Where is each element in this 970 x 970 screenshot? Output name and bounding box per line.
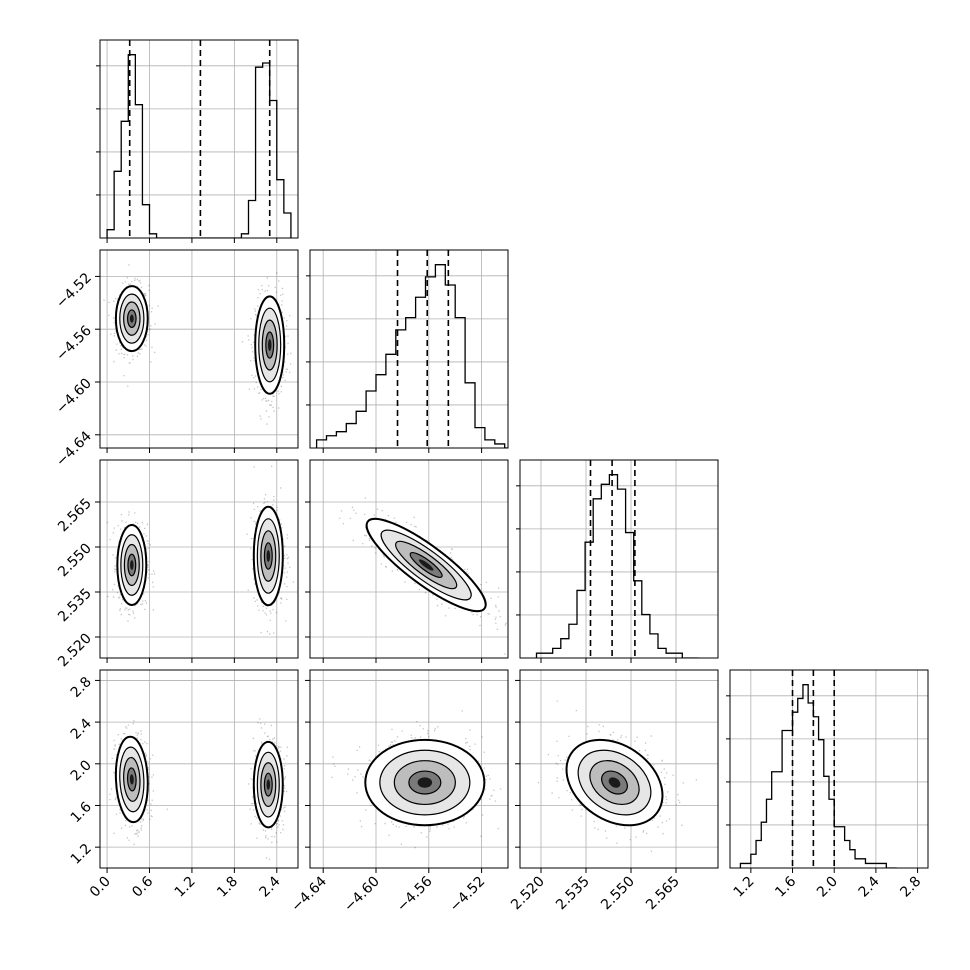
y-tick-label: 1.2 xyxy=(68,841,95,868)
density-panel-0-1 xyxy=(99,249,299,449)
density-content xyxy=(100,670,298,868)
y-tick-label: 2.550 xyxy=(55,541,95,581)
density-panel-2-3 xyxy=(519,669,719,869)
density-contour-4 xyxy=(608,777,621,788)
density-panel-0-3 xyxy=(99,669,299,869)
hist-frame-3 xyxy=(729,669,929,869)
histogram-3 xyxy=(739,684,897,868)
x-tick-label: 0.6 xyxy=(129,873,156,900)
x-tick-label: 1.8 xyxy=(214,874,241,901)
y-tick-label: 2.4 xyxy=(68,716,95,743)
y-tick-label: 2.8 xyxy=(68,674,95,701)
x-tick-label: 2.535 xyxy=(553,874,593,914)
x-tick-label: 2.8 xyxy=(897,874,924,901)
density-frame xyxy=(99,249,299,449)
hist-panel-2 xyxy=(516,459,719,659)
hist-frame-0 xyxy=(99,39,299,239)
density-content xyxy=(310,460,508,658)
density-frame xyxy=(309,459,509,659)
x-tick-label: 1.6 xyxy=(772,873,799,900)
hist-panel-1 xyxy=(306,249,509,449)
x-tick-label: 2.520 xyxy=(508,874,548,914)
density-content xyxy=(310,670,508,868)
density-frame xyxy=(99,459,299,659)
y-tick-label: 2.535 xyxy=(55,586,95,626)
x-tick-label: −4.60 xyxy=(341,874,383,916)
density-contour-4 xyxy=(266,779,271,790)
y-tick-label: 2.520 xyxy=(55,631,95,671)
density-contour-4 xyxy=(129,314,134,323)
histogram-1 xyxy=(315,264,508,448)
hist-panel-3 xyxy=(726,669,929,869)
y-tick-label: −4.56 xyxy=(53,323,95,365)
histogram-2 xyxy=(535,474,699,658)
density-contour-4 xyxy=(417,777,433,788)
y-tick-label: 2.565 xyxy=(55,496,95,536)
density-contour-4 xyxy=(130,560,134,570)
density-content xyxy=(100,460,298,658)
hist-frame-1 xyxy=(309,249,509,449)
y-tick-label: −4.52 xyxy=(53,270,95,312)
x-tick-label: 1.2 xyxy=(731,874,758,901)
density-panel-0-2 xyxy=(99,459,299,659)
y-tick-label: 1.6 xyxy=(68,799,95,826)
hist-grid-2 xyxy=(520,460,718,658)
scatter-points xyxy=(339,497,507,655)
density-contour-4 xyxy=(129,774,134,785)
density-frame xyxy=(99,669,299,869)
density-frame xyxy=(309,669,509,869)
hist-grid-1 xyxy=(310,250,508,448)
x-tick-label: −4.64 xyxy=(288,873,330,915)
y-tick-label: −4.60 xyxy=(53,376,95,418)
x-tick-label: −4.56 xyxy=(394,873,436,915)
density-panel-1-3 xyxy=(309,669,509,869)
y-tick-label: 2.0 xyxy=(68,757,95,784)
x-tick-label: −4.52 xyxy=(447,874,489,916)
density-panel-1-2 xyxy=(309,459,509,659)
density-contour-4 xyxy=(267,339,272,351)
density-content xyxy=(100,250,298,448)
x-tick-label: 2.550 xyxy=(598,874,638,914)
x-tick-label: 2.0 xyxy=(814,874,841,901)
hist-grid-0 xyxy=(100,40,298,238)
x-tick-label: 2.4 xyxy=(257,873,284,900)
x-tick-label: 0.0 xyxy=(87,874,114,901)
x-tick-label: 2.565 xyxy=(643,874,683,914)
histogram-0 xyxy=(106,54,292,238)
density-content xyxy=(520,670,718,868)
hist-panel-0 xyxy=(96,39,299,239)
y-tick-label: −4.64 xyxy=(53,428,95,470)
density-contour-4 xyxy=(418,559,434,571)
x-tick-label: 2.4 xyxy=(856,873,883,900)
density-contour-4 xyxy=(266,550,271,562)
density-frame xyxy=(519,669,719,869)
hist-grid-3 xyxy=(730,670,928,868)
x-tick-label: 1.2 xyxy=(172,874,199,901)
hist-frame-2 xyxy=(519,459,719,659)
